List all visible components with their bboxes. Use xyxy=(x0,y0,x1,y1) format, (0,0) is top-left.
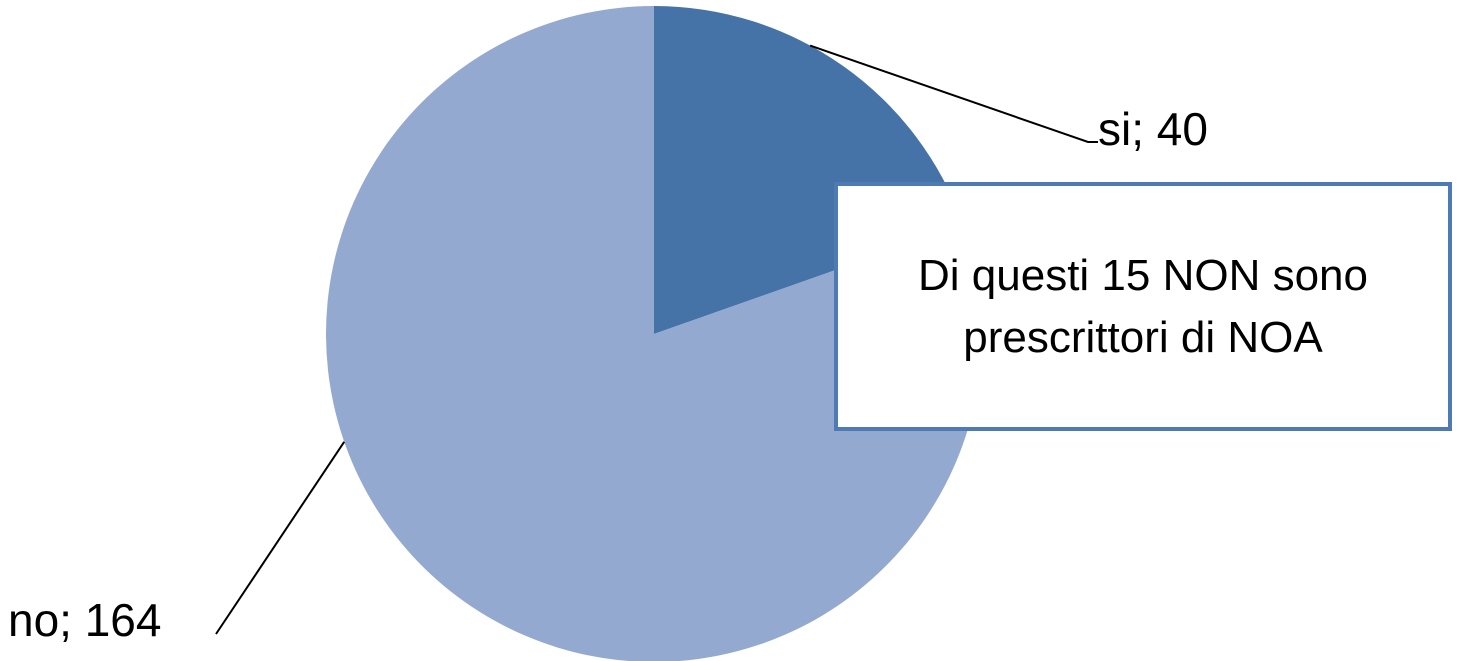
data-labels: si; 40 no; 164 xyxy=(8,103,1208,646)
pie-slice-no xyxy=(326,6,982,661)
leader-lines xyxy=(215,44,1098,635)
data-label-no: no; 164 xyxy=(8,594,161,646)
data-label-si: si; 40 xyxy=(1098,103,1208,155)
leader-line-no xyxy=(215,441,346,635)
annotation-callout: Di questi 15 NON sono prescrittori di NO… xyxy=(834,182,1452,431)
annotation-text: Di questi 15 NON sono prescrittori di NO… xyxy=(918,250,1368,362)
leader-line-si xyxy=(809,44,1098,143)
